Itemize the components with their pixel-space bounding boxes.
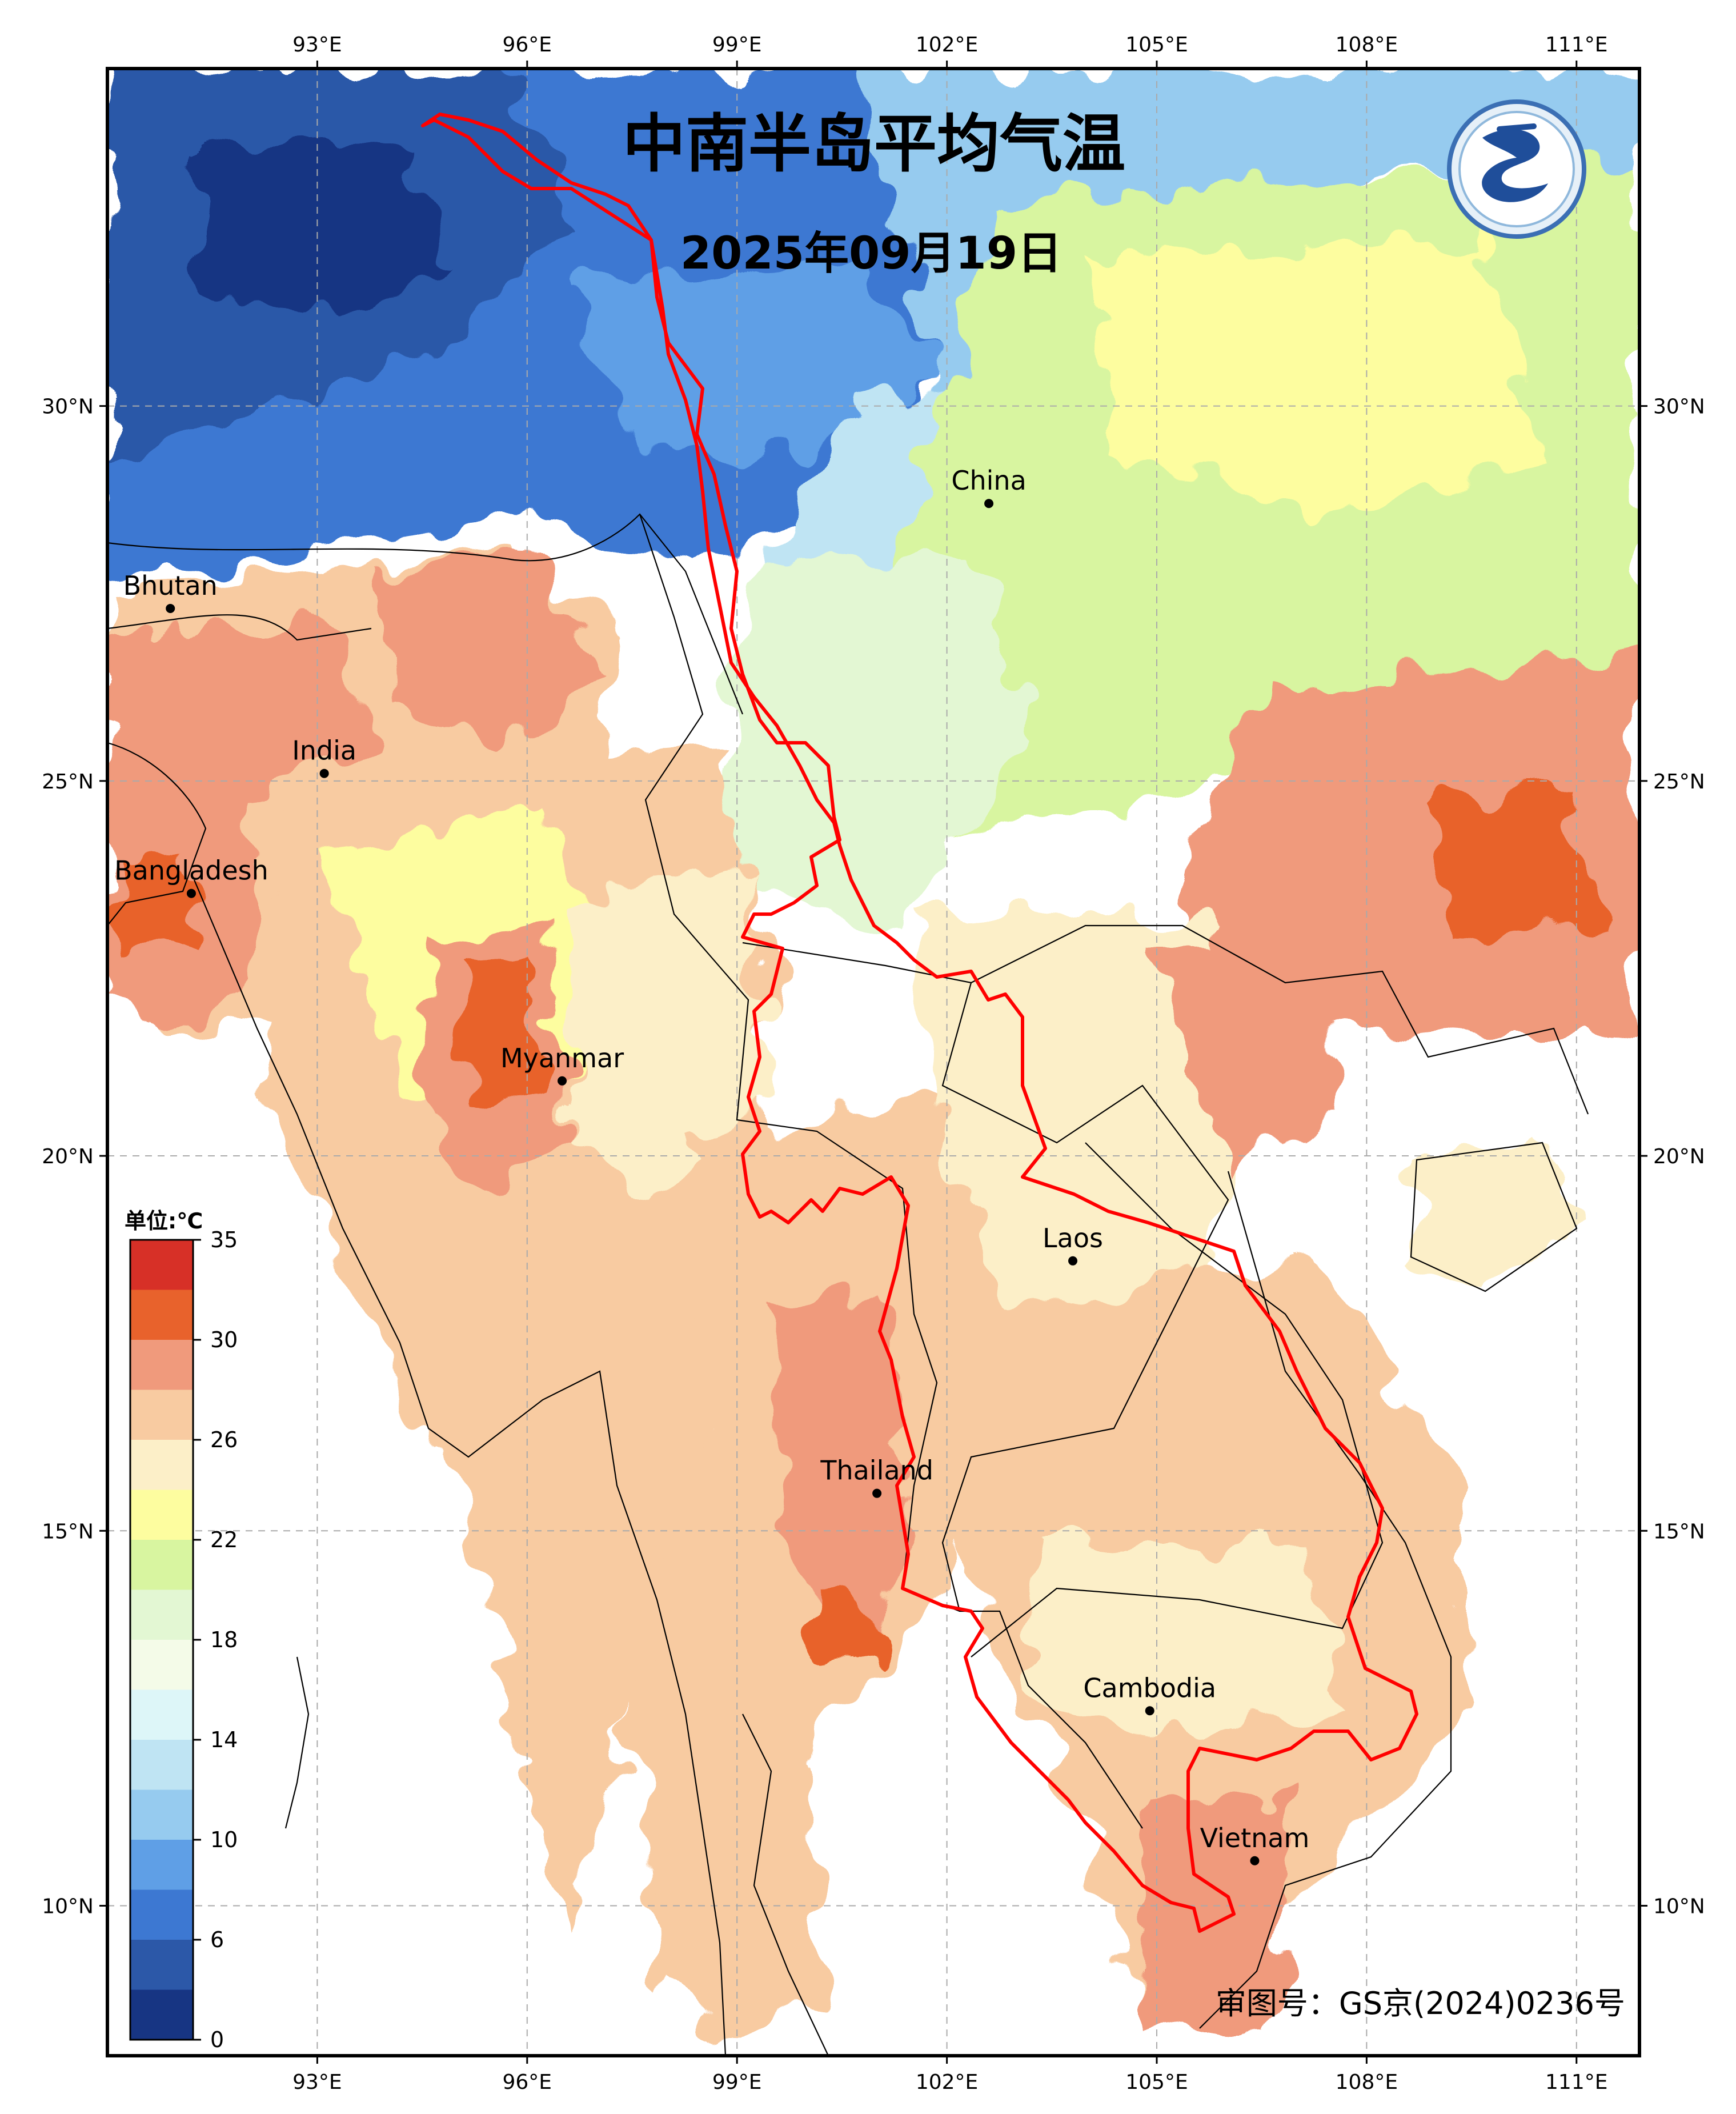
place-marker	[558, 1076, 567, 1086]
place-marker	[186, 888, 196, 898]
lon-label-top: 111°E	[1545, 33, 1607, 57]
colorbar-swatch	[130, 1989, 193, 2040]
lon-label-bottom: 105°E	[1125, 2071, 1188, 2094]
approval-number: 审图号：GS京(2024)0236号	[1216, 1985, 1625, 2021]
lat-label-right: 10°N	[1653, 1895, 1705, 1919]
lat-label-right: 30°N	[1653, 395, 1705, 419]
colorbar-tick-label: 30	[210, 1327, 238, 1352]
lon-label-top: 105°E	[1125, 33, 1188, 57]
graticule	[107, 69, 1639, 2056]
map-frame	[106, 67, 1641, 2057]
place-marker	[166, 603, 175, 613]
lon-label-bottom: 93°E	[292, 2071, 342, 2094]
lon-label-bottom: 108°E	[1336, 2071, 1398, 2094]
lon-label-top: 93°E	[292, 33, 342, 57]
colorbar-swatch	[130, 1589, 193, 1640]
place-label: Myanmar	[500, 1043, 624, 1074]
colorbar-unit: 单位:℃	[125, 1208, 203, 1234]
colorbar-swatch	[130, 1640, 193, 1690]
lon-label-top: 108°E	[1336, 33, 1398, 57]
place-marker	[872, 1488, 882, 1498]
place-label: Laos	[1043, 1223, 1103, 1254]
colorbar-swatch	[130, 1440, 193, 1490]
place-marker	[1068, 1256, 1078, 1266]
colorbar-swatch	[130, 1889, 193, 1940]
place-label: Cambodia	[1083, 1672, 1216, 1703]
place-label: Bangladesh	[114, 855, 268, 886]
place-label: India	[292, 735, 356, 766]
lat-label-right: 20°N	[1653, 1145, 1705, 1168]
colorbar-swatches	[130, 1240, 193, 2040]
axis-ticks: 93°E 93°E 96°E 96°E 99°E 99°E 102°E 102°E 105°E 1…	[42, 33, 1705, 2094]
lon-label-top: 96°E	[503, 33, 552, 57]
colorbar-tick-label: 18	[210, 1627, 238, 1652]
place-marker	[1250, 1856, 1260, 1865]
place-label: Bhutan	[123, 570, 218, 601]
colorbar-tick-label: 14	[210, 1727, 238, 1752]
lat-label-right: 15°N	[1653, 1520, 1705, 1543]
lat-label-right: 25°N	[1653, 770, 1705, 794]
lat-label-left: 30°N	[42, 395, 94, 419]
lon-label-bottom: 111°E	[1545, 2071, 1607, 2094]
lon-label-bottom: 96°E	[503, 2071, 552, 2094]
place-label: China	[951, 465, 1026, 496]
country-borders	[107, 513, 1589, 2056]
lon-label-top: 99°E	[712, 33, 762, 57]
lon-label-top: 102°E	[916, 33, 978, 57]
colorbar-ticks: 35 30 26 22 18 14 10 6 0	[193, 1227, 238, 2052]
colorbar-swatch	[130, 1290, 193, 1340]
lat-label-left: 25°N	[42, 770, 94, 794]
lat-label-left: 10°N	[42, 1895, 94, 1919]
place-label: Thailand	[820, 1455, 933, 1486]
place-labels: China Bhutan India Bangladesh Myanmar Laos Tha…	[114, 465, 1309, 1865]
colorbar-tick-label: 10	[210, 1827, 238, 1852]
place-marker	[984, 499, 994, 509]
colorbar-swatch	[130, 1689, 193, 1740]
map-area	[107, 69, 1639, 2056]
lat-label-left: 20°N	[42, 1145, 94, 1168]
colorbar-tick-label: 35	[210, 1227, 238, 1252]
colorbar-tick-label: 26	[210, 1427, 238, 1452]
lon-label-bottom: 99°E	[712, 2071, 762, 2094]
colorbar-tick-label: 6	[210, 1927, 224, 1952]
place-marker	[319, 768, 329, 778]
map-date: 2025年09月19日	[680, 228, 1062, 279]
place-marker	[1145, 1706, 1154, 1716]
colorbar-swatch	[130, 1940, 193, 1990]
mekong-basin-outline	[421, 113, 1418, 1933]
colorbar-swatch	[130, 1240, 193, 1290]
colorbar-swatch	[130, 1340, 193, 1390]
colorbar-swatch	[130, 1740, 193, 1790]
colorbar-swatch	[130, 1540, 193, 1590]
lon-label-bottom: 102°E	[916, 2071, 978, 2094]
lat-label-left: 15°N	[42, 1520, 94, 1543]
map-title: 中南半岛平均气温	[623, 107, 1125, 181]
place-label: Vietnam	[1200, 1823, 1310, 1853]
colorbar-swatch	[130, 1840, 193, 1890]
temperature-field	[107, 69, 1639, 2045]
colorbar-swatch	[130, 1390, 193, 1440]
colorbar-tick-label: 22	[210, 1527, 238, 1552]
colorbar-swatch	[130, 1789, 193, 1840]
colorbar-tick-label: 0	[210, 2027, 224, 2052]
colorbar: 单位:℃ 35 30 26 22 18 14 10 6 0	[125, 1208, 238, 2052]
swirl-logo-icon	[1447, 99, 1586, 239]
colorbar-swatch	[130, 1490, 193, 1540]
